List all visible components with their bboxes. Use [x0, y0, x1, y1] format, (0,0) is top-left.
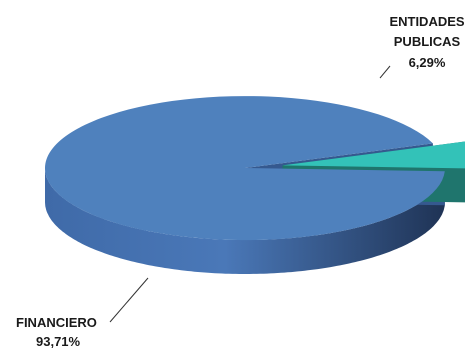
leader-line-entidades — [379, 65, 391, 79]
pie-slice-entidades-publicas — [282, 141, 465, 169]
slice-wall-financiero — [45, 168, 445, 274]
pie-slice-financiero — [45, 96, 445, 241]
slice-label-entidades-line1: ENTIDADES — [389, 14, 464, 29]
slice-value-financiero: 93,71% — [36, 334, 81, 349]
slice-label-financiero: FINANCIERO — [16, 315, 97, 330]
leader-line-financiero — [109, 277, 149, 323]
slice-value-entidades: 6,29% — [409, 55, 446, 70]
slice-label-entidades-line2: PUBLICAS — [394, 34, 461, 49]
